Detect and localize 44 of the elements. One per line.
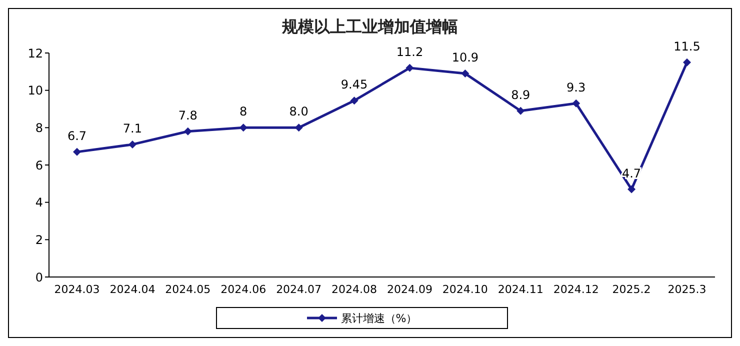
data-label: 11.2 bbox=[396, 44, 424, 59]
point bbox=[350, 96, 358, 105]
data-label: 9.45 bbox=[340, 78, 368, 92]
x-tick-label: 2024.09 bbox=[386, 282, 432, 296]
data-label: 9.3 bbox=[566, 80, 586, 94]
point bbox=[683, 58, 691, 66]
x-tick-label: 2024.11 bbox=[498, 282, 544, 296]
data-label: 6.7 bbox=[67, 128, 87, 143]
y-tick-label: 8 bbox=[35, 120, 43, 135]
x-tick-label: 2024.12 bbox=[553, 282, 599, 296]
point bbox=[294, 124, 303, 132]
point bbox=[628, 185, 636, 194]
x-tick-label: 2024.05 bbox=[165, 282, 211, 296]
point bbox=[572, 99, 580, 108]
x-tick-label: 2024.08 bbox=[332, 282, 378, 296]
x-tick-label: 2024.06 bbox=[220, 282, 266, 296]
y-tick-label: 12 bbox=[28, 46, 43, 60]
data-label: 8.9 bbox=[511, 88, 530, 102]
chart-title: 规模以上工业增加值增幅 bbox=[280, 17, 459, 38]
x-tick-label: 2025.2 bbox=[612, 282, 651, 296]
data-label: 7.1 bbox=[122, 121, 142, 136]
point bbox=[461, 70, 470, 78]
data-label: 7.8 bbox=[178, 108, 198, 122]
legend-label: 累计增速（%） bbox=[340, 310, 418, 326]
y-tick-label: 6 bbox=[35, 158, 43, 172]
x-tick-label: 2025.3 bbox=[668, 282, 706, 296]
point bbox=[184, 127, 192, 136]
x-tick-label: 2024.10 bbox=[442, 282, 488, 296]
x-tick-label: 2024.04 bbox=[110, 282, 156, 296]
point bbox=[73, 148, 81, 156]
point bbox=[406, 64, 414, 72]
y-tick-label: 4 bbox=[35, 196, 43, 210]
data-label: 8 bbox=[240, 104, 248, 119]
x-tick-label: 2024.07 bbox=[276, 282, 322, 296]
y-tick-label: 2 bbox=[35, 232, 43, 247]
x-tick-label: 2024.03 bbox=[54, 282, 100, 296]
point bbox=[239, 124, 248, 132]
point bbox=[128, 140, 136, 148]
data-label: 10.9 bbox=[452, 50, 479, 65]
point bbox=[516, 106, 525, 115]
y-tick-label: 10 bbox=[28, 84, 43, 98]
data-label: 11.5 bbox=[674, 39, 700, 54]
data-label: 8.0 bbox=[289, 104, 308, 119]
y-tick-label: 0 bbox=[35, 270, 43, 284]
